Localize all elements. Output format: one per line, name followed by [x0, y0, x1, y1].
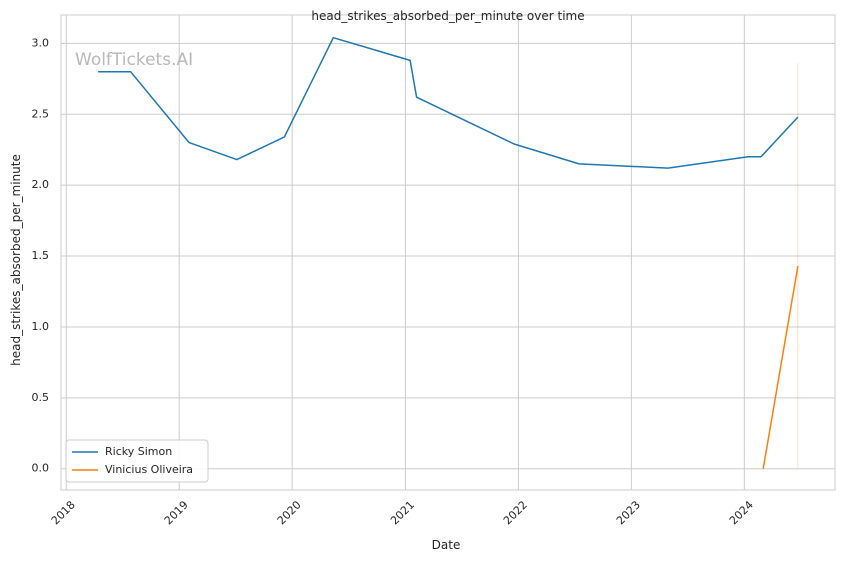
series-group	[98, 36, 799, 469]
y-tick-label: 0.0	[32, 462, 50, 475]
legend-label: Ricky Simon	[105, 445, 172, 458]
y-tick-label: 1.5	[32, 249, 50, 262]
series-line-0	[98, 36, 799, 169]
watermark: WolfTickets.AI	[75, 50, 193, 70]
y-tick-label: 3.0	[32, 36, 50, 49]
y-axis-title: head_strikes_absorbed_per_minute	[9, 154, 23, 366]
legend-label: Vinicius Oliveira	[105, 463, 193, 476]
plot-frame	[60, 14, 836, 491]
y-tick-label: 0.5	[32, 391, 50, 404]
legend-box	[65, 439, 209, 483]
series-line-1	[762, 265, 799, 469]
x-axis-title: Date	[432, 538, 461, 552]
chart-title: head_strikes_absorbed_per_minute over ti…	[311, 9, 584, 23]
y-tick-label: 2.0	[32, 178, 50, 191]
legend: Ricky Simon Vinicius Oliveira	[65, 439, 209, 483]
y-tick-label: 1.0	[32, 320, 50, 333]
y-tick-label: 2.5	[32, 107, 50, 120]
y-tick-labels: 0.0 0.5 1.0 1.5 2.0 2.5 3.0	[32, 36, 50, 474]
